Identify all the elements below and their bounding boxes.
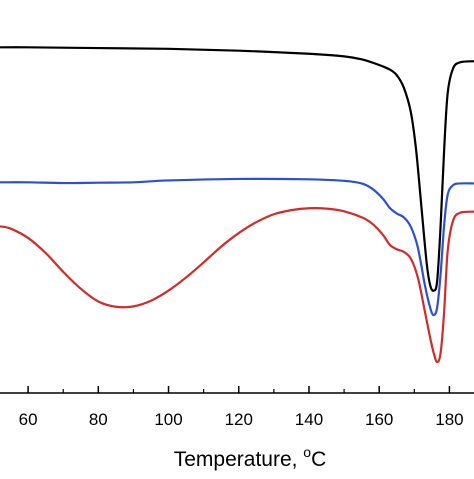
x-tick-label-100: 100 [154, 410, 182, 429]
x-axis-label-text: Temperature, [174, 448, 304, 471]
x-axis-label-degree: o [303, 444, 311, 460]
series-line-2 [0, 177, 474, 317]
x-tick-label-80: 80 [89, 410, 108, 429]
series-line-3 [0, 207, 474, 364]
x-axis-label: Temperature, oC [174, 444, 327, 471]
x-tick-label-60: 60 [19, 410, 38, 429]
x-axis-label-unit: C [311, 448, 326, 471]
x-tick-label-140: 140 [295, 410, 323, 429]
x-tick-label-120: 120 [225, 410, 253, 429]
x-tick-label-160: 160 [365, 410, 393, 429]
x-ticks: 60 80 100 120 140 160 180 [19, 386, 464, 429]
series-line-1 [0, 46, 474, 292]
x-axis: 60 80 100 120 140 160 180 [0, 386, 474, 429]
x-tick-label-180: 180 [435, 410, 463, 429]
series-lines [0, 46, 474, 364]
